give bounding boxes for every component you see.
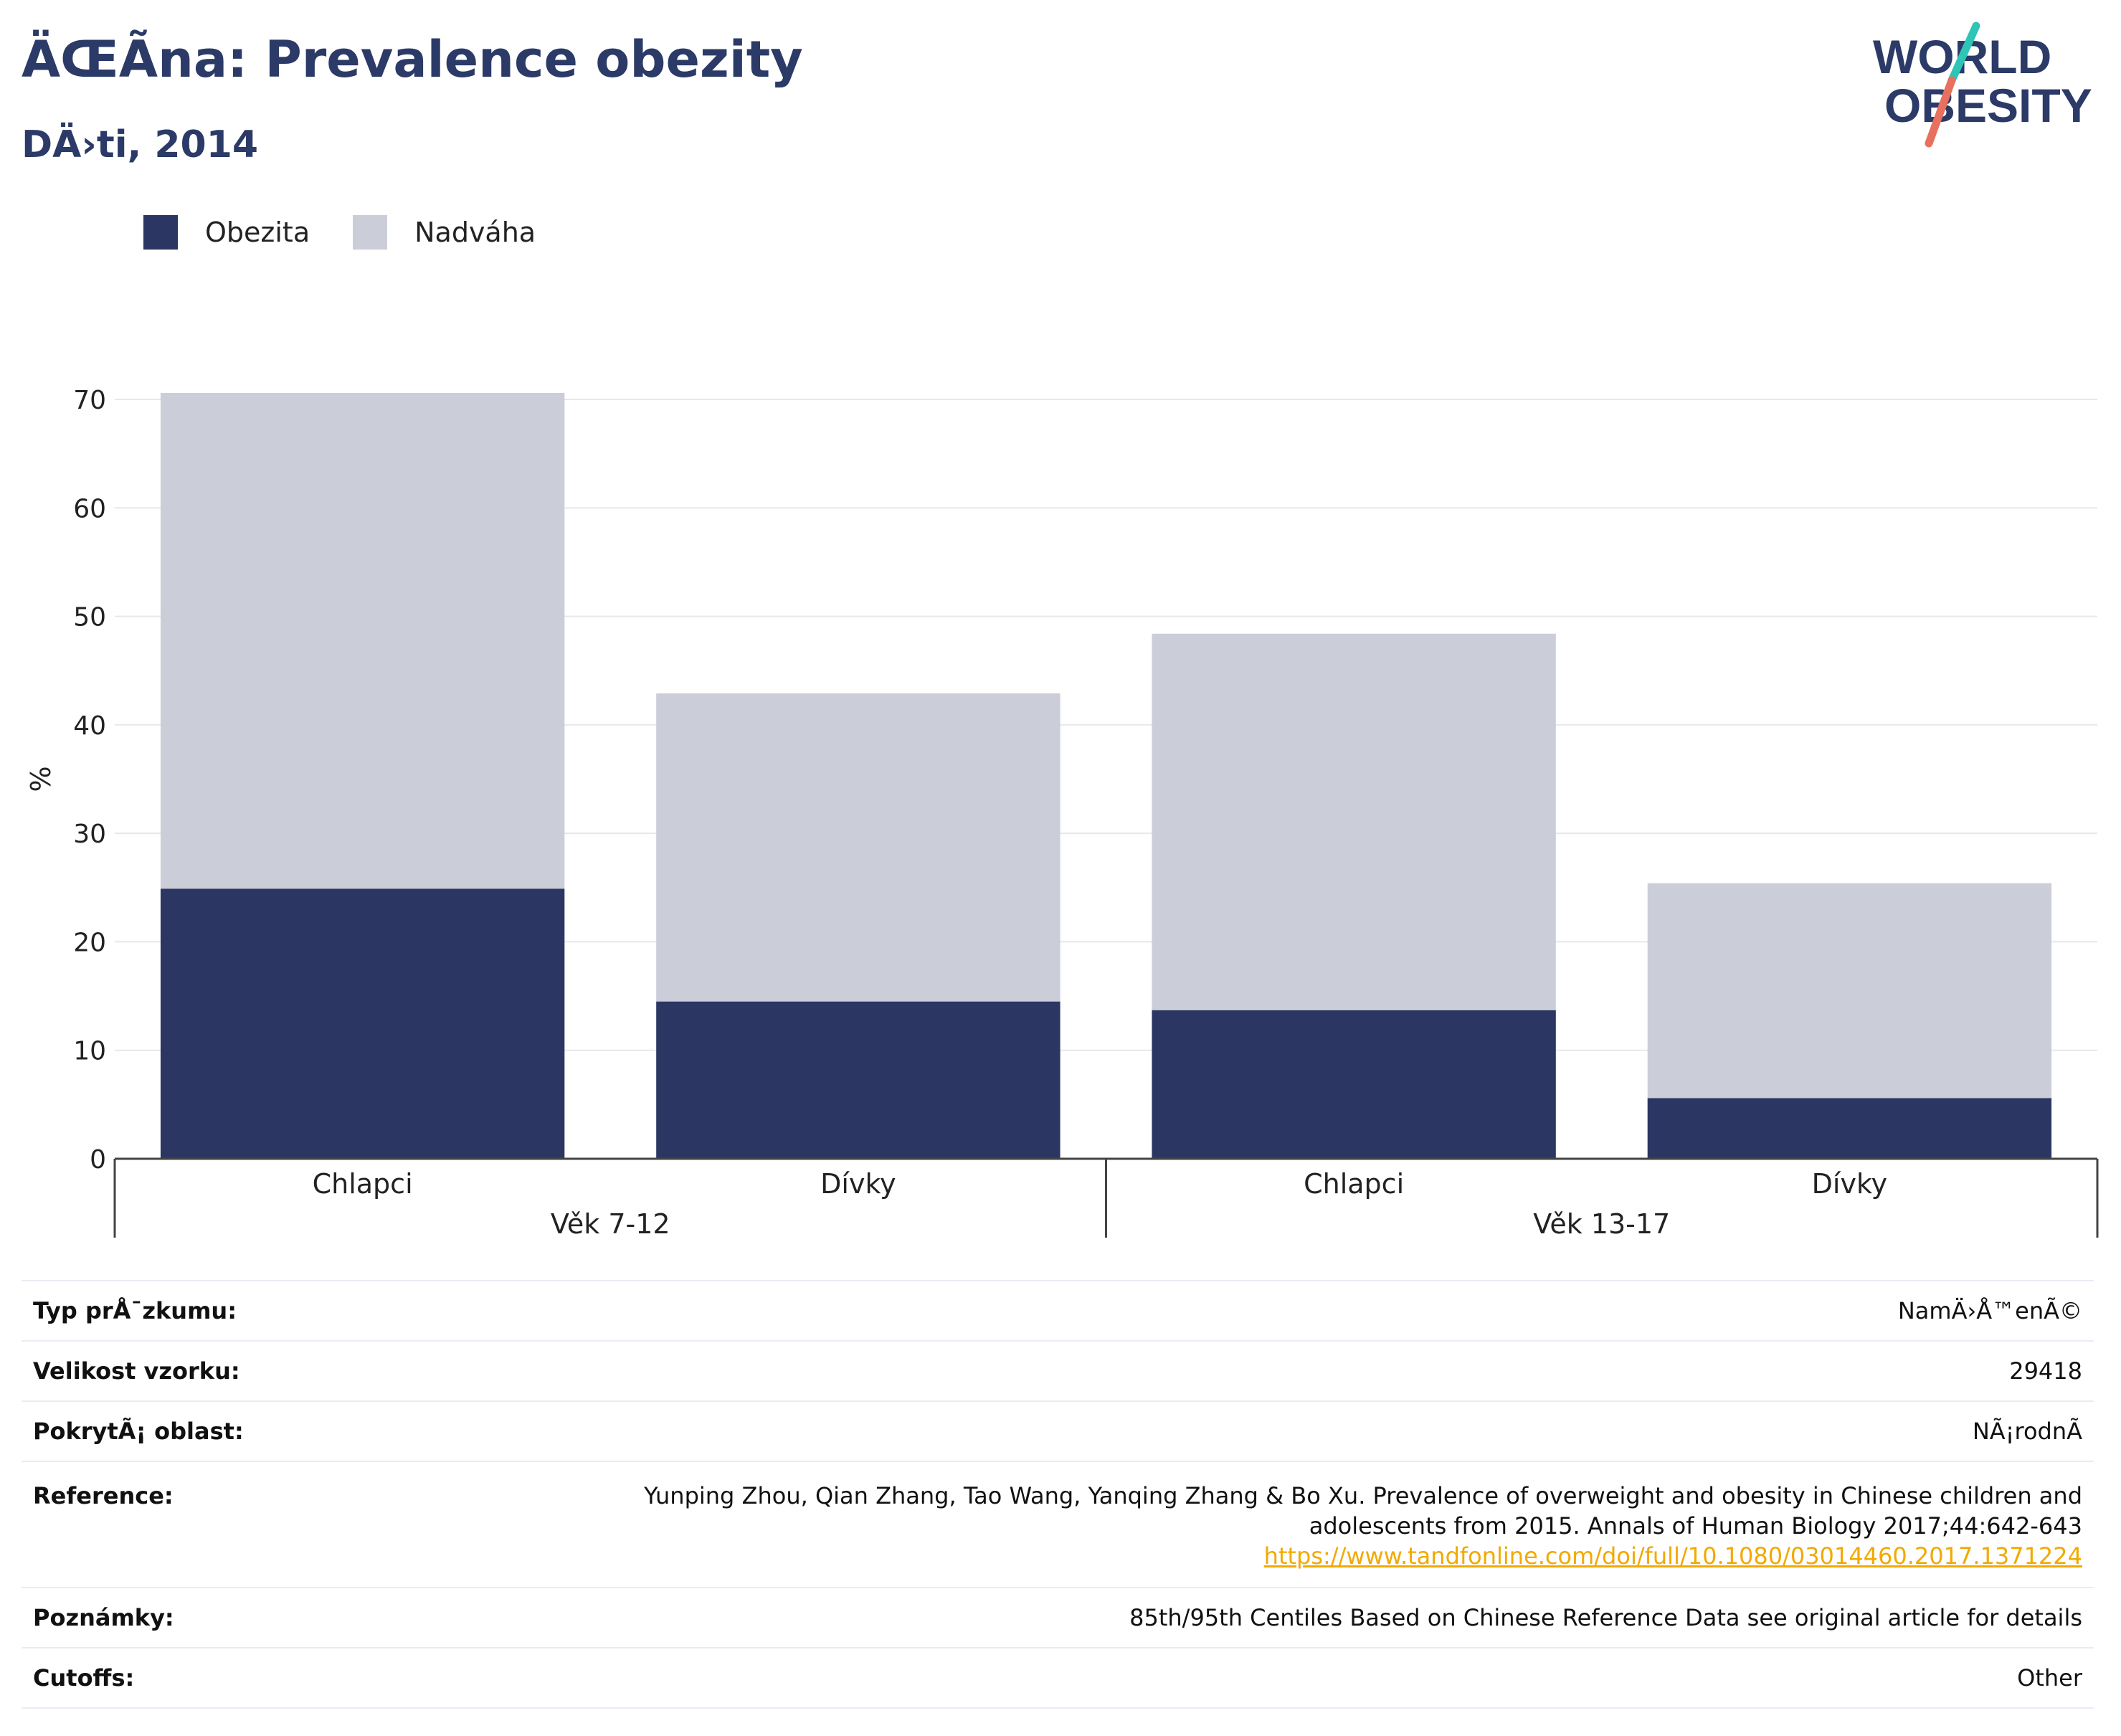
legend-swatch-obesity (143, 215, 178, 250)
reference-line-2: adolescents from 2015. Annals of Human B… (1309, 1512, 2082, 1540)
info-value: NÃ¡rodnÃ (1972, 1418, 2082, 1445)
legend-label-overweight: Nadváha (414, 217, 536, 248)
info-value: 29418 (2009, 1357, 2082, 1385)
info-row-sample-size: Velikost vzorku: 29418 (22, 1340, 2094, 1400)
x-tick-label: Dívky (1812, 1168, 1887, 1200)
info-label: Cutoffs: (33, 1664, 135, 1692)
chart-legend: Obezita Nadváha (143, 212, 579, 252)
reference-link[interactable]: https://www.tandfonline.com/doi/full/10.… (1263, 1542, 2082, 1570)
bar-overweight (1152, 633, 1556, 1010)
y-tick-label: 10 (73, 1037, 106, 1066)
info-label: Reference: (33, 1482, 174, 1509)
chart-title: ÄŒÃ­na: Prevalence obezity (22, 30, 803, 89)
info-row-cutoffs: Cutoffs: Other (22, 1647, 2094, 1709)
y-tick-label: 40 (73, 711, 106, 741)
world-obesity-logo[interactable]: WORLD OBESITY (1871, 22, 2108, 151)
legend-item-obesity[interactable]: Obezita (143, 215, 310, 250)
study-info-table: Typ prÅ¯zkumu: NamÄ›Å™enÃ© Velikost vzor… (22, 1280, 2094, 1709)
y-tick-label: 20 (73, 928, 106, 957)
info-label: Poznámky: (33, 1604, 174, 1631)
info-value: NamÄ›Å™enÃ© (1897, 1297, 2082, 1324)
x-tick-label: Dívky (820, 1168, 896, 1200)
info-label: Velikost vzorku: (33, 1357, 240, 1385)
y-tick-label: 60 (73, 494, 106, 523)
x-tick-label: Chlapci (1304, 1168, 1404, 1200)
y-tick-label: 70 (73, 386, 106, 415)
bar-obesity (1152, 1010, 1556, 1159)
y-axis-label: % (25, 766, 57, 792)
legend-label-obesity: Obezita (205, 217, 310, 248)
info-value: Other (2017, 1664, 2082, 1692)
bar-overweight (656, 693, 1060, 1002)
group-label: Věk 13-17 (1533, 1208, 1670, 1240)
legend-item-overweight[interactable]: Nadváha (353, 215, 536, 250)
info-row-reference: Reference: Yunping Zhou, Qian Zhang, Tao… (22, 1461, 2094, 1587)
x-tick-label: Chlapci (313, 1168, 413, 1200)
info-row-coverage: PokrytÃ¡ oblast: NÃ¡rodnÃ (22, 1400, 2094, 1461)
info-label: PokrytÃ¡ oblast: (33, 1418, 244, 1445)
y-tick-label: 50 (73, 603, 106, 632)
reference-text: Yunping Zhou, Qian Zhang, Tao Wang, Yanq… (644, 1481, 2094, 1571)
logo-slash-bottom (1925, 76, 1956, 148)
bar-obesity (1647, 1098, 2052, 1159)
group-label: Věk 7-12 (551, 1208, 670, 1240)
info-label: Typ prÅ¯zkumu: (33, 1297, 237, 1324)
reference-line-1: Yunping Zhou, Qian Zhang, Tao Wang, Yanq… (644, 1482, 2082, 1509)
bar-chart: 0 10 20 30 40 50 60 70% Chlapci Dívky Chlapci Dívky… (25, 386, 2099, 1240)
y-tick-label: 30 (73, 820, 106, 849)
y-tick-label: 0 (90, 1145, 106, 1175)
logo-line-2: OBESITY (1884, 79, 2092, 132)
info-row-notes: Poznámky: 85th/95th Centiles Based on Ch… (22, 1587, 2094, 1647)
bar-obesity (656, 1001, 1060, 1159)
logo-slash-top (1947, 22, 1980, 85)
bar-overweight (160, 392, 565, 889)
info-value: 85th/95th Centiles Based on Chinese Refe… (1129, 1604, 2082, 1631)
chart-subtitle: DÄ›ti, 2014 (22, 123, 259, 166)
bar-obesity (160, 888, 565, 1159)
bar-overweight (1647, 883, 2052, 1099)
legend-swatch-overweight (353, 215, 388, 250)
info-row-study-type: Typ prÅ¯zkumu: NamÄ›Å™enÃ© (22, 1280, 2094, 1340)
